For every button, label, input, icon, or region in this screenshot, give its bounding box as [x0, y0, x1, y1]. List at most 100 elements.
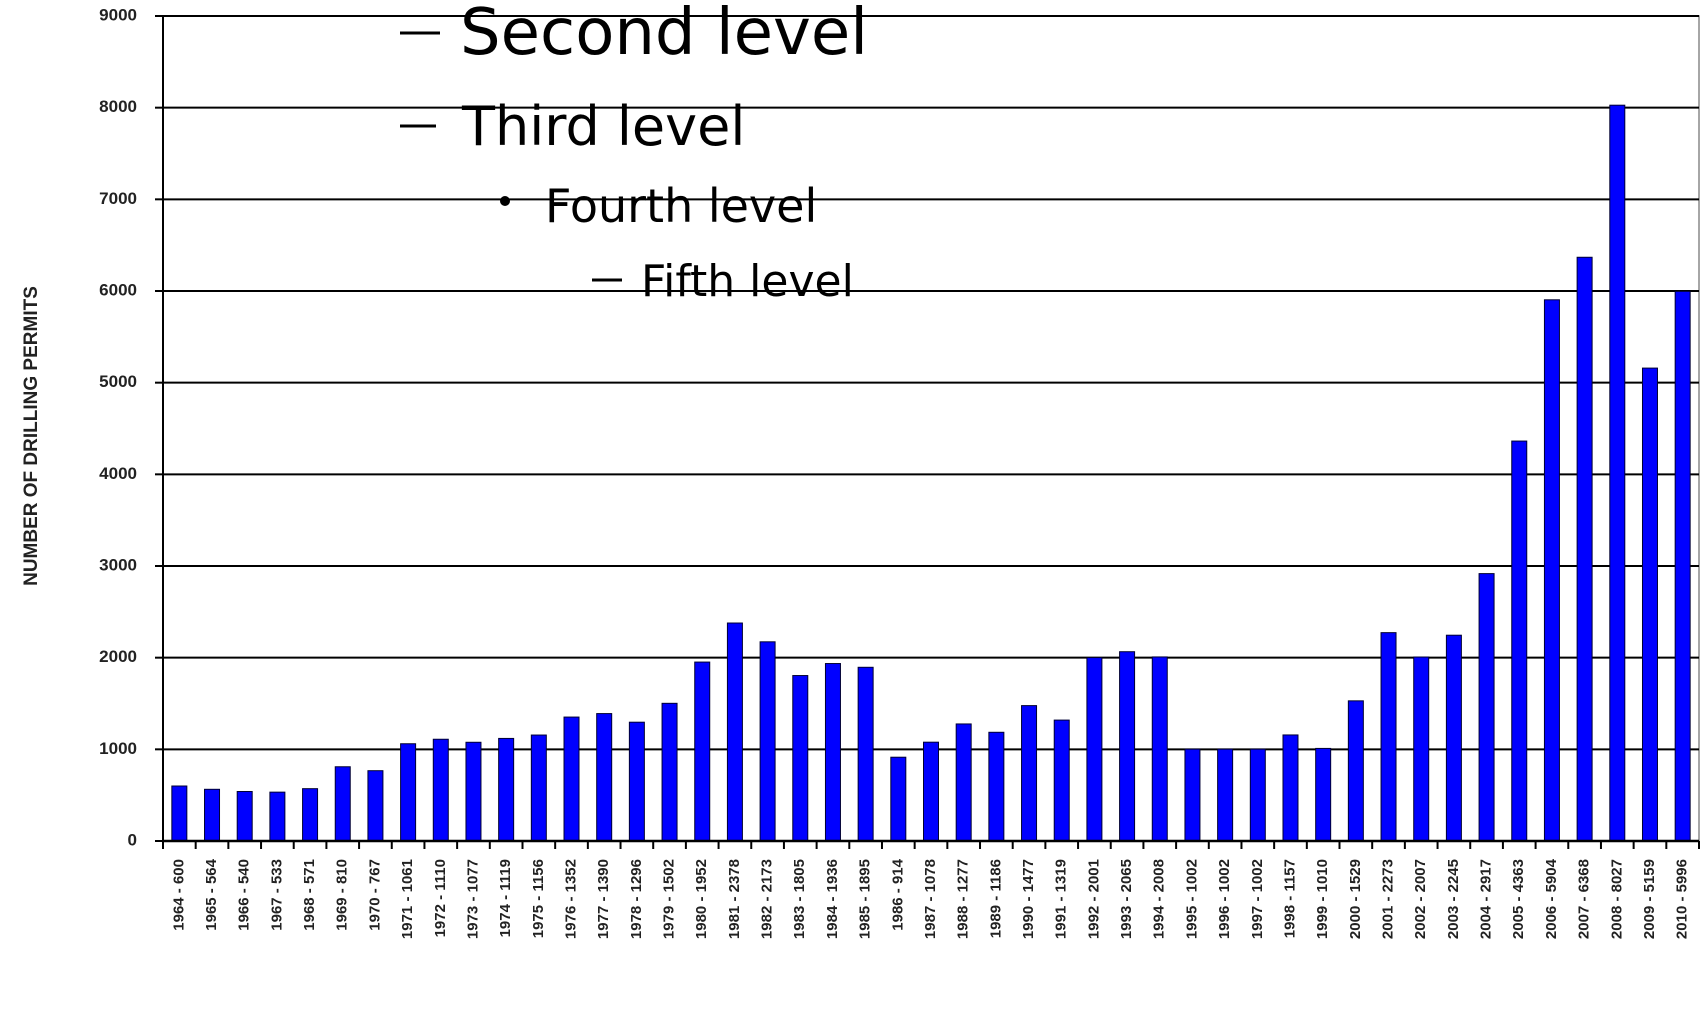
x-tick-label: 2008 - 8027 [1608, 859, 1625, 939]
bar [302, 788, 319, 842]
y-tick-label: 3000 [99, 555, 137, 574]
x-tick-label: 1995 - 1002 [1183, 859, 1200, 939]
x-tick-label: 1994 - 2008 [1151, 859, 1168, 939]
y-tick-label: 4000 [99, 464, 137, 483]
x-tick-label: 1967 - 533 [268, 859, 285, 931]
x-tick-label: 2007 - 6368 [1576, 859, 1593, 939]
bar [759, 641, 776, 842]
bar [955, 723, 972, 842]
bar [530, 734, 547, 842]
bar [1184, 748, 1201, 842]
bar [988, 731, 1005, 842]
slide-text: Second level Third level Fourth level Fi… [400, 0, 868, 307]
x-tick-label: 1977 - 1390 [595, 859, 612, 939]
bar [1347, 700, 1364, 842]
bar [1315, 747, 1332, 842]
bar [1674, 290, 1691, 842]
bar [890, 756, 907, 842]
x-tick-label: 1989 - 1186 [987, 859, 1004, 938]
x-tick-label: 1972 - 1110 [432, 859, 449, 937]
y-axis-label: NUMBER OF DRILLING PERMITS [21, 286, 42, 586]
bar [1380, 632, 1397, 842]
bar [857, 666, 874, 842]
slide-text-line: Fourth level [545, 179, 817, 233]
x-tick-label: 1999 - 1010 [1314, 859, 1331, 939]
bar [596, 713, 613, 842]
x-tick-label: 1964 - 600 [170, 859, 187, 931]
x-tick-label: 2004 - 2917 [1478, 859, 1495, 939]
slide-text-line: Fifth level [641, 256, 854, 307]
y-tick-label: 7000 [99, 189, 137, 208]
bar [726, 622, 743, 842]
x-tick-label: 1973 - 1077 [464, 859, 481, 939]
slide-text-line: Second level [460, 0, 868, 70]
plot-frame [162, 15, 1700, 842]
bar [269, 791, 286, 842]
x-tick-label: 2005 - 4363 [1510, 859, 1527, 939]
x-tick-label: 1997 - 1002 [1249, 859, 1266, 939]
x-tick-label: 1998 - 1157 [1281, 859, 1298, 938]
bullet [500, 196, 510, 206]
x-tick-label: 1990 - 1477 [1020, 859, 1037, 939]
bar [236, 791, 253, 842]
bar [498, 737, 515, 842]
bar [1021, 705, 1038, 842]
y-tick-label: 0 [128, 830, 137, 849]
bar [171, 785, 188, 842]
x-tick-label: 1991 - 1319 [1053, 859, 1070, 939]
x-tick-label: 1969 - 810 [334, 859, 351, 931]
bar [1249, 748, 1266, 842]
y-tick-label: 9000 [99, 5, 137, 24]
bar [923, 741, 939, 842]
bar [1543, 299, 1560, 842]
x-tick-label: 1968 - 571 [301, 859, 318, 931]
x-tick-label: 1981 - 2378 [726, 859, 743, 939]
y-tick-label: 1000 [99, 739, 137, 758]
x-tick-label: 1987 - 1078 [922, 859, 939, 939]
y-tick-label: 2000 [99, 647, 137, 666]
bar [563, 716, 580, 842]
bar [465, 741, 482, 842]
x-tick-label: 1984 - 1936 [824, 859, 841, 939]
y-tick-label: 8000 [99, 97, 137, 116]
x-tick-label: 1966 - 540 [236, 859, 253, 931]
bar [1282, 734, 1299, 842]
bar [1086, 657, 1103, 842]
x-tick-label: 1983 - 1805 [791, 859, 808, 939]
bar [1641, 367, 1658, 842]
bar [334, 766, 351, 842]
x-tick-label: 2010 - 5996 [1674, 859, 1691, 939]
x-tick-label: 2009 - 5159 [1641, 859, 1658, 939]
bar [1576, 256, 1593, 842]
x-tick-label: 1965 - 564 [203, 858, 220, 930]
x-tick-label: 1975 - 1156 [530, 859, 547, 938]
x-tick-label: 2003 - 2245 [1445, 859, 1462, 939]
bar [367, 770, 384, 842]
x-tick-label: 1974 - 1119 [497, 859, 514, 937]
x-tick-label: 1986 - 914 [889, 858, 906, 930]
x-tick-label: 2000 - 1529 [1347, 859, 1364, 939]
bar [1053, 719, 1070, 842]
y-tick-label: 6000 [99, 280, 137, 299]
x-tick-label: 1979 - 1502 [661, 859, 678, 939]
bar [400, 743, 417, 842]
bar [1478, 573, 1495, 842]
x-tick-label: 1992 - 2001 [1085, 859, 1102, 939]
x-tick-label: 1980 - 1952 [693, 859, 710, 939]
x-tick-label: 1978 - 1296 [628, 859, 645, 939]
bar [1119, 651, 1136, 842]
x-tick-label: 1988 - 1277 [955, 859, 972, 939]
bar [1609, 104, 1626, 842]
bar [432, 738, 449, 842]
x-tick-label: 1970 - 767 [366, 859, 383, 931]
x-tick-label: 1971 - 1061 [399, 859, 416, 939]
x-tick-label: 2006 - 5904 [1543, 858, 1560, 939]
bar [792, 675, 809, 842]
x-tick-label: 1985 - 1895 [857, 859, 874, 939]
x-tick-label: 1982 - 2173 [759, 859, 776, 939]
bar [1511, 440, 1528, 842]
y-tick-label: 5000 [99, 372, 137, 391]
bar [824, 663, 841, 842]
bar [1445, 634, 1462, 842]
